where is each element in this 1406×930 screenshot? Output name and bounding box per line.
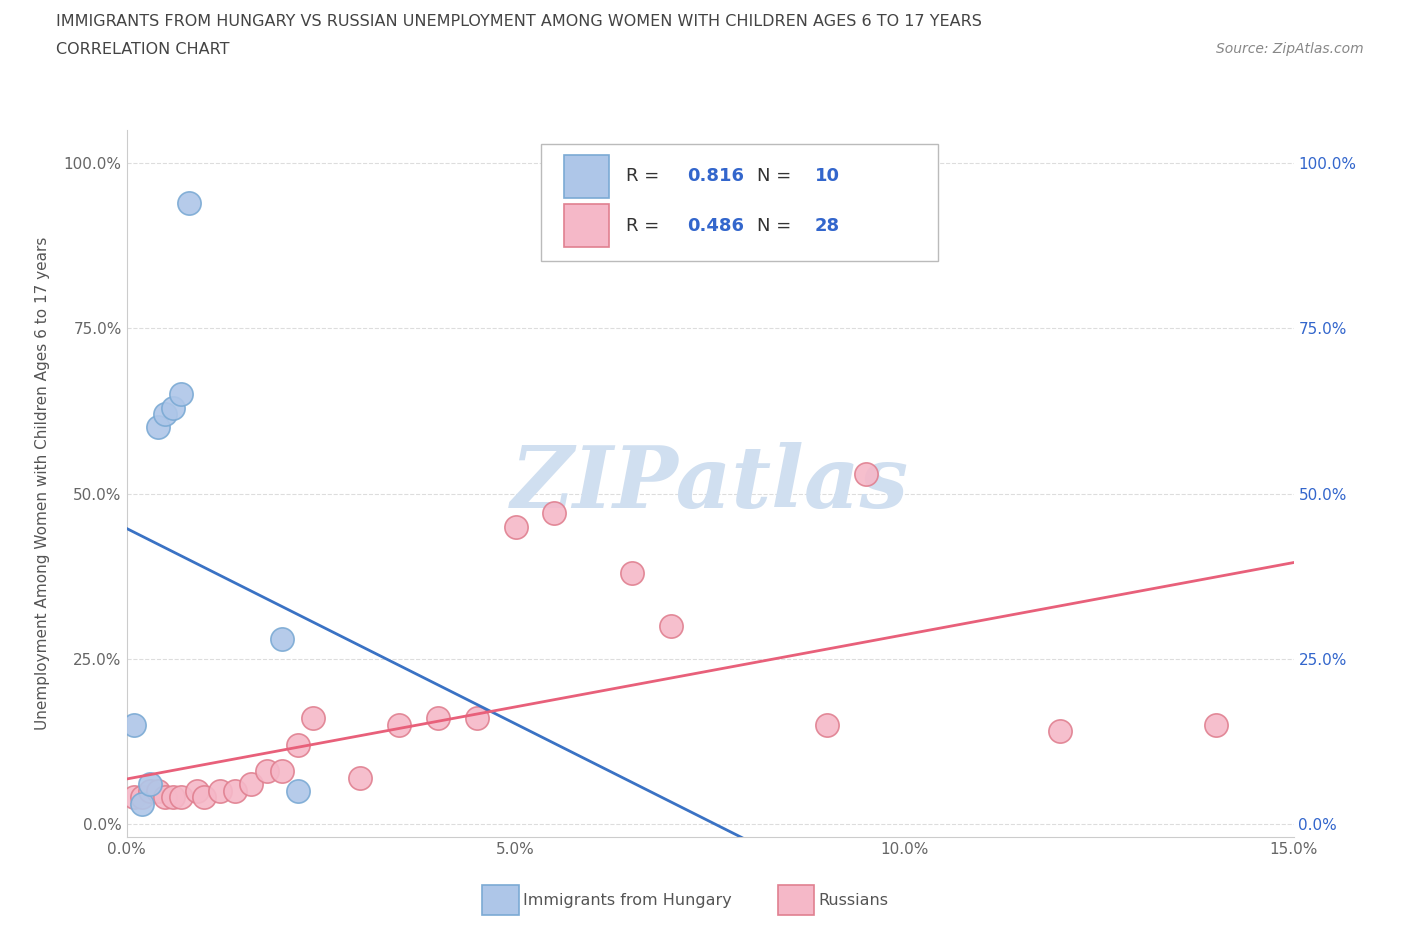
Point [193, 790, 215, 804]
Point [543, 506, 565, 521]
Text: 10: 10 [815, 167, 839, 185]
Point [170, 387, 193, 402]
Text: 0.816: 0.816 [686, 167, 744, 185]
Point [287, 783, 309, 798]
Point [177, 195, 200, 210]
Text: 28: 28 [815, 217, 841, 234]
Text: N =: N = [756, 217, 797, 234]
Text: Russians: Russians [818, 893, 889, 908]
Point [426, 711, 449, 725]
Text: Immigrants from Hungary: Immigrants from Hungary [523, 893, 731, 908]
Point [271, 764, 294, 778]
FancyBboxPatch shape [541, 144, 938, 261]
Point [224, 783, 246, 798]
Text: 0.486: 0.486 [686, 217, 744, 234]
Point [388, 717, 411, 732]
Point [256, 764, 278, 778]
Point [271, 631, 294, 646]
Point [162, 790, 184, 804]
Point [815, 717, 838, 732]
Point [186, 783, 208, 798]
Y-axis label: Unemployment Among Women with Children Ages 6 to 17 years: Unemployment Among Women with Children A… [35, 237, 49, 730]
Point [855, 466, 877, 481]
FancyBboxPatch shape [564, 204, 609, 247]
Point [1049, 724, 1071, 738]
Point [139, 783, 162, 798]
Point [621, 565, 644, 580]
Point [1205, 717, 1227, 732]
Point [349, 770, 371, 785]
Point [162, 400, 184, 415]
Point [505, 519, 527, 534]
Text: Source: ZipAtlas.com: Source: ZipAtlas.com [1216, 42, 1364, 56]
FancyBboxPatch shape [564, 154, 609, 198]
Point [208, 783, 231, 798]
Point [131, 790, 153, 804]
Point [146, 783, 169, 798]
Point [146, 420, 169, 435]
Point [659, 618, 682, 633]
Text: IMMIGRANTS FROM HUNGARY VS RUSSIAN UNEMPLOYMENT AMONG WOMEN WITH CHILDREN AGES 6: IMMIGRANTS FROM HUNGARY VS RUSSIAN UNEMP… [56, 14, 983, 29]
Point [155, 790, 177, 804]
Point [139, 777, 162, 791]
Point [170, 790, 193, 804]
Point [124, 717, 146, 732]
Point [131, 796, 153, 811]
Point [302, 711, 325, 725]
Point [465, 711, 488, 725]
Point [155, 406, 177, 421]
Text: R =: R = [626, 167, 665, 185]
Text: ZIPatlas: ZIPatlas [510, 442, 910, 525]
Text: R =: R = [626, 217, 665, 234]
Point [124, 790, 146, 804]
Point [287, 737, 309, 752]
Text: CORRELATION CHART: CORRELATION CHART [56, 42, 229, 57]
Text: N =: N = [756, 167, 797, 185]
Point [240, 777, 263, 791]
